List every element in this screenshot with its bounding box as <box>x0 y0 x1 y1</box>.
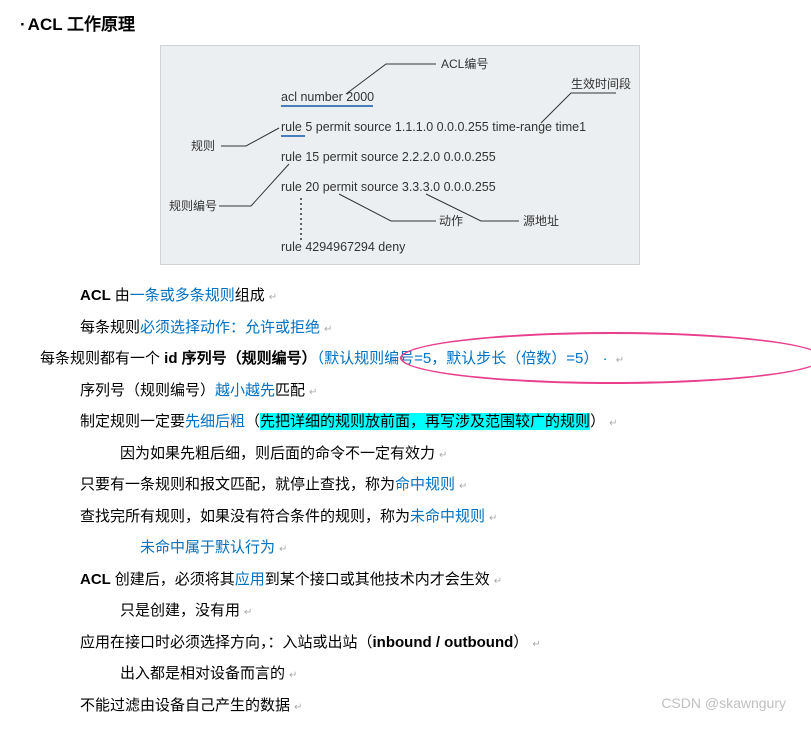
text-line: 查找完所有规则，如果没有符合条件的规则，称为未命中规则 <box>20 501 791 533</box>
text-line: ACL 由一条或多条规则组成 <box>20 280 791 312</box>
svg-text:rule 15 permit source 2.2.2.0: rule 15 permit source 2.2.2.0 0.0.0.255 <box>281 150 496 164</box>
svg-text:规则: 规则 <box>191 138 215 153</box>
text-line: 应用在接口时必须选择方向，：入站或出站（inbound / outbound） <box>20 627 791 659</box>
watermark: CSDN @skawngury <box>661 695 786 711</box>
svg-text:rule 20 permit source 3.3.3.0: rule 20 permit source 3.3.3.0 0.0.0.255 <box>281 180 496 194</box>
svg-text:源地址: 源地址 <box>523 214 559 228</box>
text-line: 制定规则一定要先细后粗（先把详细的规则放前面，再写涉及范围较广的规则） <box>20 406 791 438</box>
svg-text:ACL编号: ACL编号 <box>441 56 488 71</box>
text-line: 只是创建，没有用 <box>20 595 791 627</box>
text-line: ACL 创建后，必须将其应用到某个接口或其他技术内才会生效 <box>20 564 791 596</box>
text-line: 每条规则必须选择动作：允许或拒绝 <box>20 312 791 344</box>
text-line: 未命中属于默认行为 <box>20 532 791 564</box>
svg-text:acl number 2000: acl number 2000 <box>281 90 374 104</box>
page-title: ACL 工作原理 <box>20 10 791 35</box>
svg-text:rule 5 permit source 1.1.1.0 0: rule 5 permit source 1.1.1.0 0.0.0.255 t… <box>281 120 586 134</box>
svg-text:rule 4294967294 deny: rule 4294967294 deny <box>281 240 406 254</box>
text-line: 因为如果先粗后细，则后面的命令不一定有效力 <box>20 438 791 470</box>
svg-text:生效时间段: 生效时间段 <box>571 76 631 91</box>
text-line: 每条规则都有一个 id 序列号（规则编号）（默认规则编号=5，默认步长（倍数）=… <box>20 343 791 375</box>
content: ACL 由一条或多条规则组成 每条规则必须选择动作：允许或拒绝 每条规则都有一个… <box>20 280 791 721</box>
svg-text:规则编号: 规则编号 <box>169 198 217 213</box>
text-line: 只要有一条规则和报文匹配，就停止查找，称为命中规则 <box>20 469 791 501</box>
acl-diagram: acl number 2000 rule 5 permit source 1.1… <box>160 45 640 265</box>
svg-text:动作: 动作 <box>439 214 463 228</box>
text-line: 序列号（规则编号）越小越先匹配 <box>20 375 791 407</box>
diagram-svg: acl number 2000 rule 5 permit source 1.1… <box>161 46 641 266</box>
text-line: 出入都是相对设备而言的 <box>20 658 791 690</box>
